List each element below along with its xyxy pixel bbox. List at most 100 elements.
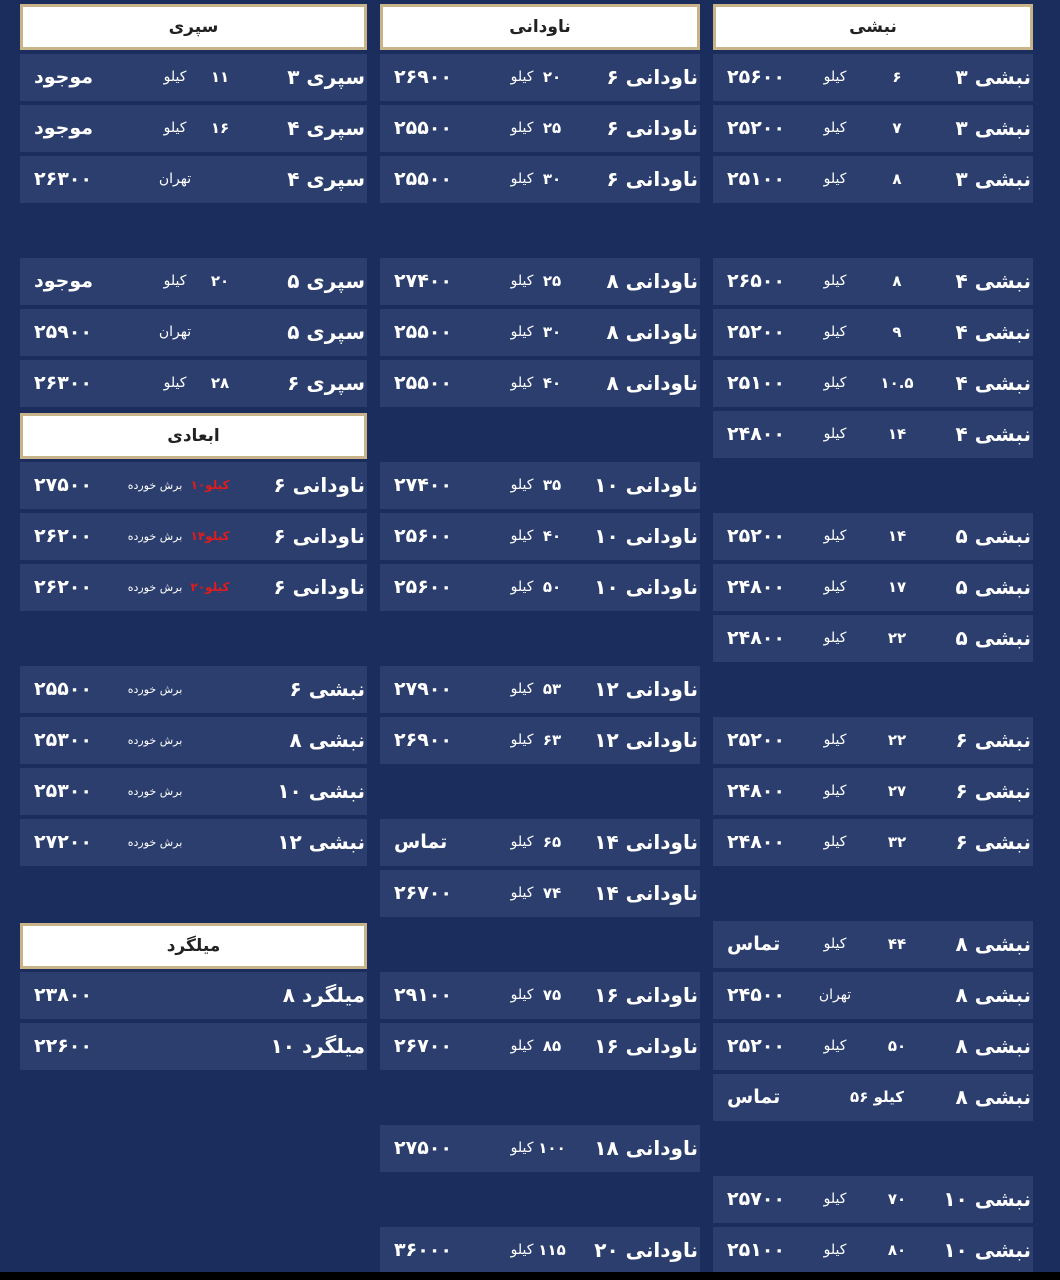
item-name: سپری ۴ <box>287 167 365 191</box>
price-row: سپری ۵ تهران ۲۵۹۰۰ <box>20 309 367 356</box>
unit: برش خورده <box>127 479 183 492</box>
unit: کیلو <box>823 1038 847 1054</box>
item-name: ناودانی ۶ <box>606 167 699 191</box>
weight: ۱۱۵ <box>538 1241 566 1259</box>
item-name: ناودانی ۱۸ <box>594 1136 698 1160</box>
section-header: سپری <box>20 4 367 50</box>
price-row: نبشی ۱۰ ۷۰ کیلو ۲۵۷۰۰ <box>713 1176 1033 1223</box>
price: ۳۶۰۰۰ <box>394 1239 452 1261</box>
price-row: نبشی ۶ ۲۲ کیلو ۲۵۲۰۰ <box>713 717 1033 764</box>
unit: کیلو <box>823 273 847 289</box>
column: سپری سپری ۳ ۱۱ کیلو موجود سپری ۴ ۱۶ کیلو موجود سپ… <box>20 0 367 1272</box>
price: ۲۵۳۰۰ <box>34 780 92 802</box>
weight: ۹ <box>892 323 902 341</box>
item-name: نبشی ۱۲ <box>277 830 365 854</box>
price-row <box>20 1176 367 1223</box>
item-name: ناودانی ۶ <box>273 524 366 548</box>
section-header: میلگرد <box>20 923 367 969</box>
unit: کیلو <box>510 1242 534 1258</box>
price: ۲۶۷۰۰ <box>394 1035 452 1057</box>
price-row: ناودانی ۶ ۲۰ کیلو ۲۶۹۰۰ <box>380 54 700 101</box>
price: ۲۵۵۰۰ <box>394 372 452 394</box>
item-name: ناودانی ۱۴ <box>594 881 698 905</box>
unit: کیلو <box>510 324 534 340</box>
item-name: نبشی ۵ <box>955 524 1031 548</box>
price-row <box>380 768 700 815</box>
weight: ۷۴ <box>542 884 562 902</box>
item-name: ناودانی ۸ <box>606 269 699 293</box>
price: ۲۹۱۰۰ <box>394 984 452 1006</box>
item-name: میلگرد ۸ <box>282 983 365 1007</box>
unit: کیلو <box>510 528 534 544</box>
item-name: نبشی ۶ <box>955 830 1031 854</box>
price-row: میلگرد ۸ ۲۳۸۰۰ <box>20 972 367 1019</box>
item-name: نبشی ۶ <box>955 779 1031 803</box>
weight: ۲۲ <box>887 731 907 749</box>
unit: کیلو <box>823 528 847 544</box>
unit: کیلو <box>510 477 534 493</box>
item-name: نبشی ۳ <box>955 116 1031 140</box>
unit: برش خورده <box>127 836 183 849</box>
price-row: ناودانی ۱۰ ۴۰ کیلو ۲۵۶۰۰ <box>380 513 700 560</box>
weight: ۴۰ <box>542 527 562 545</box>
unit: کیلو <box>823 936 847 952</box>
price: ۲۶۳۰۰ <box>34 168 92 190</box>
column: ناودانی ناودانی ۶ ۲۰ کیلو ۲۶۹۰۰ ناودانی ۶ ۲۵ کی… <box>380 0 700 1272</box>
item-name: ناودانی ۶ <box>273 575 366 599</box>
item-name: ناودانی ۱۰ <box>594 524 698 548</box>
price: ۲۴۸۰۰ <box>727 780 785 802</box>
price: ۲۷۵۰۰ <box>34 474 92 496</box>
weight: ۲۷ <box>887 782 907 800</box>
price-row: نبشی ۴ ۹ کیلو ۲۵۲۰۰ <box>713 309 1033 356</box>
price-row: نبشی ۸ ۵۶ کیلو تماس <box>713 1074 1033 1121</box>
section-header: نبشی <box>713 4 1033 50</box>
price: ۲۴۸۰۰ <box>727 627 785 649</box>
price-row <box>20 1074 367 1121</box>
price: ۲۵۷۰۰ <box>727 1188 785 1210</box>
unit: برش خورده <box>127 683 183 696</box>
weight: ۶۳ <box>542 731 562 749</box>
price-row: نبشی ۵ ۲۲ کیلو ۲۴۸۰۰ <box>713 615 1033 662</box>
section-header: ابعادی <box>20 413 367 459</box>
weight: ۲۰کیلو <box>190 580 230 594</box>
unit: کیلو <box>163 120 187 136</box>
price-row <box>713 666 1033 713</box>
price-row: ناودانی ۸ ۴۰ کیلو ۲۵۵۰۰ <box>380 360 700 407</box>
weight: ۵۶ کیلو <box>850 1088 904 1106</box>
item-name: نبشی ۸ <box>955 1034 1031 1058</box>
price-row: سپری ۶ ۲۸ کیلو ۲۶۳۰۰ <box>20 360 367 407</box>
unit: کیلو <box>510 732 534 748</box>
price-row: نبشی ۶ برش خورده ۲۵۵۰۰ <box>20 666 367 713</box>
price-row: نبشی ۴ ۱۴ کیلو ۲۴۸۰۰ <box>713 411 1033 458</box>
item-name: نبشی ۱۰ <box>943 1238 1031 1262</box>
price: ۲۶۷۰۰ <box>394 882 452 904</box>
weight: ۱۴کیلو <box>190 529 230 543</box>
price-row: نبشی ۸ برش خورده ۲۵۳۰۰ <box>20 717 367 764</box>
item-name: ناودانی ۱۲ <box>594 728 698 752</box>
price-row: ناودانی ۱۶ ۸۵ کیلو ۲۶۷۰۰ <box>380 1023 700 1070</box>
weight: ۲۵ <box>542 272 562 290</box>
unit: کیلو <box>823 120 847 136</box>
item-name: ناودانی ۸ <box>606 320 699 344</box>
unit: برش خورده <box>127 581 183 594</box>
unit: کیلو <box>510 579 534 595</box>
column: نبشی نبشی ۳ ۶ کیلو ۲۵۶۰۰ نبشی ۳ ۷ کیلو ۲۵۲۰۰ نبشی… <box>713 0 1033 1272</box>
item-name: ناودانی ۶ <box>606 65 699 89</box>
price: ۲۵۱۰۰ <box>727 1239 785 1261</box>
price-row <box>380 1074 700 1121</box>
item-name: نبشی ۴ <box>955 320 1031 344</box>
price-row <box>380 1176 700 1223</box>
price: ۲۵۶۰۰ <box>394 576 452 598</box>
price: ۲۳۸۰۰ <box>34 984 92 1006</box>
unit: تهران <box>818 987 852 1003</box>
item-name: نبشی ۶ <box>955 728 1031 752</box>
price-row <box>20 615 367 662</box>
item-name: نبشی ۶ <box>289 677 365 701</box>
price-row: نبشی ۳ ۶ کیلو ۲۵۶۰۰ <box>713 54 1033 101</box>
weight: ۳۵ <box>542 476 562 494</box>
price-row: نبشی ۸ ۵۰ کیلو ۲۵۲۰۰ <box>713 1023 1033 1070</box>
price-row: ناودانی ۸ ۲۵ کیلو ۲۷۴۰۰ <box>380 258 700 305</box>
unit: کیلو <box>163 375 187 391</box>
price: ۲۵۹۰۰ <box>34 321 92 343</box>
